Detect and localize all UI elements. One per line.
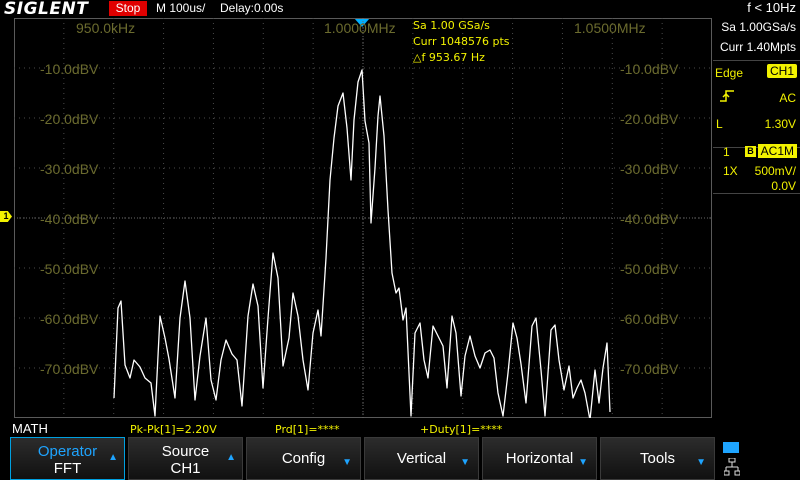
softkey-tools[interactable]: Tools ▼ <box>600 437 715 480</box>
chevron-down-icon: ▼ <box>696 457 706 468</box>
network-icon <box>724 458 740 476</box>
chevron-up-icon: ▲ <box>108 452 118 463</box>
softkey-operator[interactable]: Operator FFT ▲ <box>10 437 125 480</box>
battery-icon <box>723 442 739 453</box>
db-label-right: -30.0dBV <box>620 161 679 177</box>
db-label-left: -10.0dBV <box>40 61 99 77</box>
bandwidth-limit-icon: B <box>745 146 756 157</box>
fft-spectrum-trace <box>113 69 611 418</box>
memory-depth-readout: Curr 1.40Mpts <box>719 40 796 54</box>
softkey-value: CH1 <box>170 460 201 477</box>
frequency-counter: f < 10Hz <box>747 0 796 15</box>
softkey-config[interactable]: Config ▼ <box>246 437 361 480</box>
channel1-info[interactable]: 1 B AC1M 1X 500mV/ 0.0V <box>713 142 800 194</box>
db-label-left: -30.0dBV <box>40 161 99 177</box>
vertical-scale: 500mV/ <box>754 164 796 178</box>
system-status-icons <box>720 440 800 480</box>
fft-plot <box>14 18 712 418</box>
db-label-right: -70.0dBV <box>620 361 679 377</box>
softkey-label: Source <box>161 443 210 460</box>
measurement-pkpk: Pk-Pk[1]=2.20V <box>130 423 217 436</box>
freq-label-left: 950.0kHz <box>76 20 136 36</box>
chevron-down-icon: ▼ <box>342 457 352 468</box>
chevron-down-icon: ▼ <box>460 457 470 468</box>
channel-coupling: AC1M <box>757 144 797 158</box>
softkey-label: Tools <box>639 450 676 467</box>
softkey-label: Config <box>281 450 326 467</box>
softkey-value: FFT <box>53 460 82 477</box>
softkey-label: Vertical <box>396 450 447 467</box>
softkey-source[interactable]: Source CH1 ▲ <box>128 437 243 480</box>
right-info-panel: Sa 1.00GSa/s Curr 1.40Mpts Edge CH1 AC L… <box>713 18 800 418</box>
waveform-display[interactable]: 950.0kHz 1.0000MHz 1.0500MHz -10.0dBV -2… <box>14 18 712 418</box>
trigger-coupling: AC <box>779 91 796 105</box>
softkey-horizontal[interactable]: Horizontal ▼ <box>482 437 597 480</box>
db-label-left: -40.0dBV <box>40 211 99 227</box>
probe-attenuation: 1X <box>723 164 738 178</box>
chevron-up-icon: ▲ <box>226 452 236 463</box>
trigger-type: Edge <box>715 66 744 80</box>
channel-number: 1 <box>723 145 730 159</box>
rising-edge-icon <box>719 89 735 106</box>
freq-label-right: 1.0500MHz <box>574 20 646 36</box>
db-label-left: -60.0dBV <box>40 311 99 327</box>
db-label-left: -50.0dBV <box>40 261 99 277</box>
db-label-left: -70.0dBV <box>40 361 99 377</box>
db-label-right: -40.0dBV <box>620 211 679 227</box>
freq-label-center: 1.0000MHz <box>324 20 396 36</box>
top-status-bar: SIGLENT Stop M 100us/ Delay:0.00s f < 10… <box>0 0 800 19</box>
trigger-info[interactable]: Edge CH1 AC L 1.30V <box>713 60 800 148</box>
delay-readout: Delay:0.00s <box>220 1 284 15</box>
vertical-offset: 0.0V <box>771 179 796 193</box>
db-label-right: -20.0dBV <box>620 111 679 127</box>
db-label-right: -10.0dBV <box>620 61 679 77</box>
chevron-down-icon: ▼ <box>578 457 588 468</box>
fft-curr-points: Curr 1048576 pts <box>413 35 510 48</box>
timebase-readout: M 100us/ <box>156 1 206 15</box>
trigger-level-label: L <box>716 117 723 131</box>
fft-delta-f: △f 953.67 Hz <box>413 51 485 64</box>
measurement-period: Prd[1]=**** <box>275 423 340 436</box>
channel1-level-marker-icon[interactable]: 1 <box>0 211 12 222</box>
softkey-bar: Operator FFT ▲ Source CH1 ▲ Config ▼ Ver… <box>10 437 715 480</box>
measurement-duty: +Duty[1]=**** <box>420 423 503 436</box>
fft-sample-rate: Sa 1.00 GSa/s <box>413 19 490 32</box>
softkey-vertical[interactable]: Vertical ▼ <box>364 437 479 480</box>
trigger-position-marker-icon[interactable] <box>354 18 370 27</box>
db-label-left: -20.0dBV <box>40 111 99 127</box>
brand-logo: SIGLENT <box>4 0 89 19</box>
softkey-label: Operator <box>37 443 98 460</box>
trigger-source: CH1 <box>766 64 797 78</box>
fft-info-box: Sa 1.00 GSa/s Curr 1048576 pts △f 953.67… <box>413 18 510 66</box>
run-stop-status[interactable]: Stop <box>109 1 147 16</box>
db-label-right: -60.0dBV <box>620 311 679 327</box>
trigger-level: 1.30V <box>764 117 796 131</box>
db-label-right: -50.0dBV <box>620 261 679 277</box>
sample-rate-readout: Sa 1.00GSa/s <box>721 20 796 34</box>
softkey-label: Horizontal <box>505 450 574 467</box>
menu-title: MATH <box>12 421 48 436</box>
